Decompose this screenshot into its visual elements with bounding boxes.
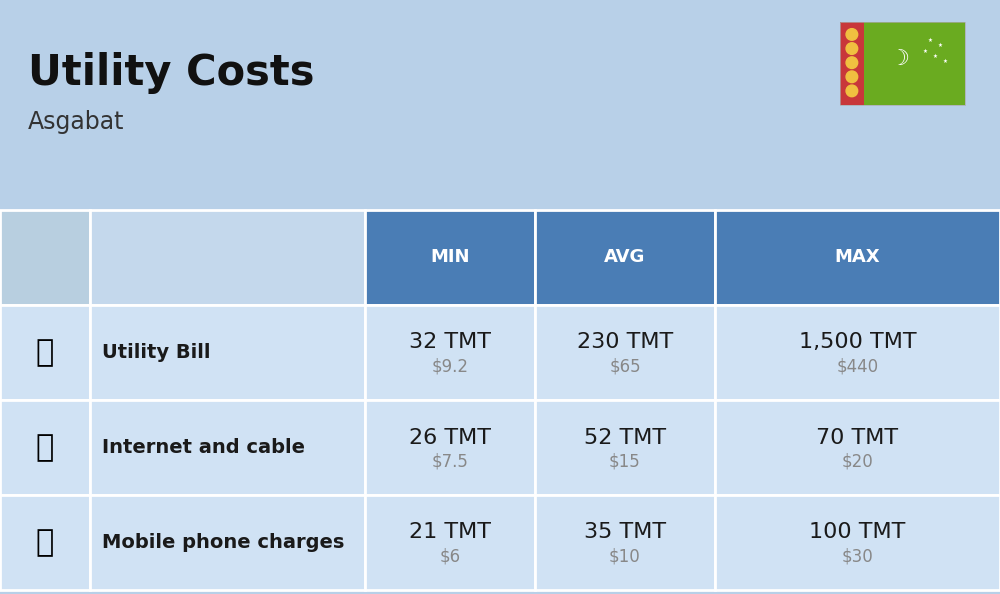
- Text: $10: $10: [609, 548, 641, 565]
- Bar: [365, 305, 535, 400]
- Text: $15: $15: [609, 453, 641, 470]
- Text: $9.2: $9.2: [432, 358, 468, 375]
- Text: ★: ★: [943, 59, 947, 64]
- Bar: [0, 210, 90, 305]
- Bar: [0, 400, 90, 495]
- Text: MIN: MIN: [430, 248, 470, 267]
- Text: 52 TMT: 52 TMT: [584, 428, 666, 447]
- Text: 1,500 TMT: 1,500 TMT: [799, 333, 916, 352]
- Bar: [535, 210, 715, 305]
- Text: Utility Costs: Utility Costs: [28, 52, 314, 94]
- Text: 100 TMT: 100 TMT: [809, 523, 906, 542]
- Bar: [535, 495, 715, 590]
- Bar: [90, 400, 365, 495]
- Text: 21 TMT: 21 TMT: [409, 523, 491, 542]
- Text: 📡: 📡: [36, 433, 54, 462]
- Bar: [0, 305, 90, 400]
- Text: 32 TMT: 32 TMT: [409, 333, 491, 352]
- Bar: [365, 210, 535, 305]
- Text: $20: $20: [842, 453, 873, 470]
- Bar: [715, 400, 1000, 495]
- Bar: [365, 400, 535, 495]
- Text: $440: $440: [836, 358, 879, 375]
- Text: ☽: ☽: [889, 49, 909, 69]
- Bar: [90, 495, 365, 590]
- Circle shape: [846, 57, 858, 68]
- Text: ★: ★: [938, 43, 942, 48]
- Text: 230 TMT: 230 TMT: [577, 333, 673, 352]
- Bar: [535, 305, 715, 400]
- Text: 📱: 📱: [36, 528, 54, 557]
- Bar: [715, 305, 1000, 400]
- Circle shape: [846, 71, 858, 83]
- Text: MAX: MAX: [835, 248, 880, 267]
- Bar: [840, 22, 965, 105]
- Text: AVG: AVG: [604, 248, 646, 267]
- Circle shape: [846, 29, 858, 40]
- Bar: [365, 495, 535, 590]
- Bar: [715, 210, 1000, 305]
- Text: $30: $30: [842, 548, 873, 565]
- Bar: [90, 210, 365, 305]
- Text: ★: ★: [923, 49, 927, 53]
- Text: ★: ★: [933, 55, 937, 59]
- Bar: [840, 22, 864, 105]
- Bar: [90, 305, 365, 400]
- Text: 26 TMT: 26 TMT: [409, 428, 491, 447]
- Text: $6: $6: [439, 548, 461, 565]
- Bar: [0, 495, 90, 590]
- Bar: [715, 495, 1000, 590]
- Bar: [840, 22, 965, 105]
- Text: Asgabat: Asgabat: [28, 110, 124, 134]
- Circle shape: [846, 43, 858, 55]
- Bar: [535, 400, 715, 495]
- Text: Mobile phone charges: Mobile phone charges: [102, 533, 344, 552]
- Text: 35 TMT: 35 TMT: [584, 523, 666, 542]
- Text: ★: ★: [928, 38, 932, 43]
- Text: 70 TMT: 70 TMT: [816, 428, 899, 447]
- Text: $65: $65: [609, 358, 641, 375]
- Text: Internet and cable: Internet and cable: [102, 438, 305, 457]
- Text: Utility Bill: Utility Bill: [102, 343, 210, 362]
- Text: 🔧: 🔧: [36, 338, 54, 367]
- Circle shape: [846, 85, 858, 97]
- Text: $7.5: $7.5: [432, 453, 468, 470]
